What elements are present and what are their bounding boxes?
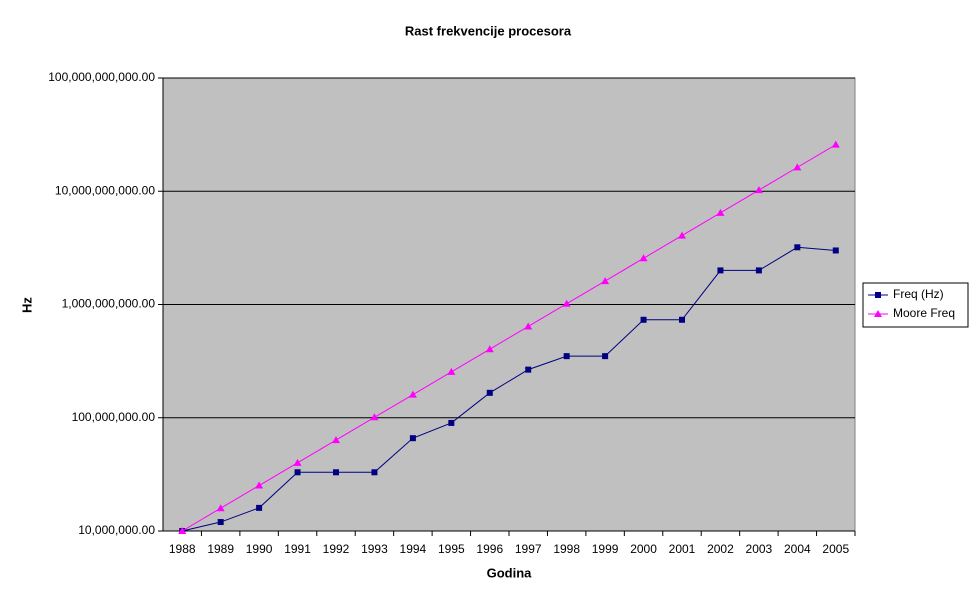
point — [755, 267, 762, 274]
point — [332, 436, 340, 444]
x-axis-label: Godina — [487, 565, 533, 580]
x-tick-label: 1991 — [284, 542, 311, 556]
point — [793, 163, 802, 171]
point — [639, 254, 648, 262]
point — [832, 247, 839, 254]
point — [371, 469, 378, 476]
point — [447, 367, 456, 375]
x-tick-label: 1999 — [592, 542, 619, 556]
point — [217, 519, 224, 526]
x-tick-label: 1997 — [515, 542, 542, 556]
point — [524, 322, 533, 330]
point — [485, 345, 494, 353]
x-tick-label: 1995 — [438, 542, 465, 556]
chart-title: Rast frekvencije procesora — [405, 23, 572, 38]
y-tick-label: 10,000,000.00 — [78, 523, 155, 537]
point — [409, 435, 416, 442]
point — [678, 231, 686, 239]
point — [602, 353, 609, 360]
y-tick-label: 1,000,000,000.00 — [62, 297, 156, 311]
x-tick-label: 1992 — [323, 542, 350, 556]
point — [679, 316, 685, 323]
point — [794, 244, 801, 251]
legend — [862, 282, 969, 328]
point — [562, 299, 571, 307]
point — [875, 292, 881, 298]
point — [293, 458, 302, 466]
x-tick-label: 2005 — [822, 542, 849, 556]
point — [178, 527, 187, 534]
y-axis-label: Hz — [19, 297, 34, 313]
x-tick-label: 1990 — [246, 542, 273, 556]
point — [256, 504, 263, 511]
x-tick-label: 1996 — [476, 542, 503, 556]
series-line — [182, 246, 836, 532]
point — [874, 310, 882, 317]
x-tick-label: 2004 — [784, 542, 811, 556]
point — [333, 469, 339, 476]
y-tick-label: 10,000,000,000.00 — [55, 183, 155, 197]
legend-label: Freq (Hz) — [893, 287, 944, 301]
point — [717, 267, 724, 274]
point — [486, 389, 493, 396]
point — [716, 208, 725, 216]
x-tick-label: 1988 — [169, 542, 196, 556]
point — [831, 140, 840, 148]
point — [563, 353, 570, 360]
point — [255, 481, 264, 489]
legend-label: Moore Freq — [893, 306, 955, 320]
x-tick-label: 2003 — [746, 542, 773, 556]
point — [448, 419, 455, 426]
x-tick-label: 1998 — [553, 542, 580, 556]
point — [294, 469, 301, 476]
x-tick-label: 1993 — [361, 542, 388, 556]
point — [216, 504, 225, 512]
point — [640, 316, 647, 323]
x-tick-label: 1989 — [207, 542, 234, 556]
y-tick-label: 100,000,000.00 — [72, 410, 156, 424]
x-tick-label: 2000 — [630, 542, 657, 556]
point — [370, 413, 379, 421]
x-tick-label: 1994 — [400, 542, 427, 556]
point — [601, 277, 610, 285]
x-tick-label: 2002 — [707, 542, 734, 556]
point — [754, 186, 763, 194]
y-tick-label: 100,000,000,000.00 — [48, 70, 155, 84]
point — [408, 390, 417, 398]
series-line — [181, 144, 837, 532]
point — [525, 366, 532, 373]
x-tick-label: 2001 — [669, 542, 696, 556]
